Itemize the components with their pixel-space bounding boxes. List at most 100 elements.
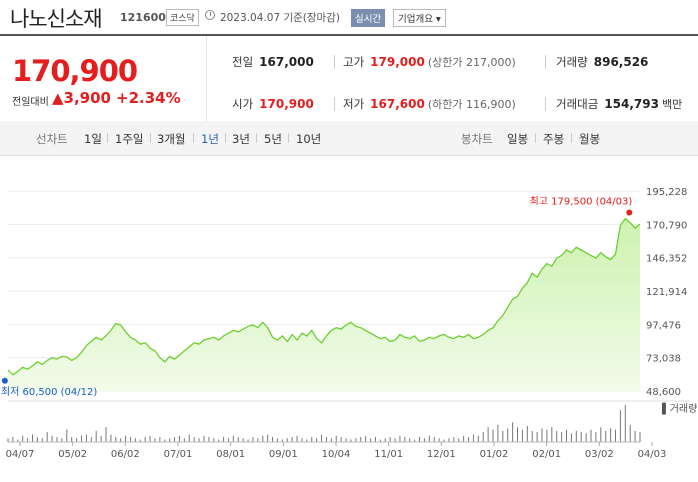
volume-bar — [27, 438, 29, 442]
volume-bar — [41, 438, 43, 442]
divider — [193, 133, 194, 143]
volume-bar — [100, 435, 102, 442]
volume-bar — [183, 438, 185, 442]
realtime-button[interactable]: 실시간 — [351, 9, 386, 27]
stat-low: 저가 167,600 (하한가 116,900) — [343, 96, 516, 112]
volume-bar — [556, 430, 558, 442]
volume-bar — [281, 439, 283, 442]
volume-bar — [36, 437, 38, 442]
volume-bar — [90, 437, 92, 442]
divider — [107, 133, 108, 143]
volume-bar — [110, 434, 112, 442]
stock-header: 나노신소재 121600 코스닥 2023.04.07 기준(장마감) 실시간 … — [0, 0, 698, 34]
period-1w[interactable]: 1주일 — [115, 132, 144, 146]
x-tick-label: 01/02 — [480, 449, 509, 460]
x-tick-label: 11/01 — [374, 449, 403, 460]
volume-bar — [169, 438, 171, 442]
divider — [225, 133, 226, 143]
period-1d[interactable]: 1일 — [84, 132, 102, 146]
volume-bar — [223, 437, 225, 442]
period-10y[interactable]: 10년 — [296, 132, 322, 146]
volume-bar — [203, 435, 205, 442]
volume-bar — [497, 424, 499, 442]
volume-bar — [610, 428, 612, 442]
stat-label: 전일 — [232, 55, 254, 69]
divider — [545, 97, 546, 111]
volume-bar — [423, 438, 425, 442]
volume-bar — [262, 435, 264, 442]
change-label: 전일대비 — [12, 97, 49, 108]
volume-bar — [276, 438, 278, 442]
volume-bar — [590, 429, 592, 442]
volume-bar — [526, 425, 528, 442]
candle-daily[interactable]: 일봉 — [507, 132, 529, 146]
volume-bar — [306, 439, 308, 442]
x-tick-label: 02/01 — [532, 449, 561, 460]
y-tick-label: 97,476 — [646, 320, 681, 331]
period-5y[interactable]: 5년 — [264, 132, 282, 146]
volume-bar — [453, 437, 455, 442]
period-1y[interactable]: 1년 — [201, 132, 219, 146]
volume-bar — [482, 432, 484, 442]
stat-sub: (상한가 217,000) — [427, 56, 516, 69]
y-tick-label: 48,600 — [646, 387, 681, 398]
current-price: 170,900 — [12, 54, 138, 88]
volume-bar — [129, 437, 131, 442]
volume-bar — [394, 438, 396, 442]
volume-bar — [321, 434, 323, 442]
volume-bar — [247, 439, 249, 442]
volume-bar — [335, 435, 337, 442]
volume-bar — [370, 438, 372, 442]
volume-bar — [325, 437, 327, 442]
volume-bar — [580, 432, 582, 442]
volume-bar — [443, 439, 445, 442]
chart-toolbar: 선차트 1일 1주일 3개월 1년 3년 5년 10년 봉차트 일봉 주봉 월봉 — [0, 121, 698, 156]
stat-value: 170,900 — [259, 97, 314, 111]
low-label: 최저 60,500 (04/12) — [1, 386, 97, 398]
price-line — [7, 217, 641, 376]
volume-bar — [428, 435, 430, 442]
period-3m[interactable]: 3개월 — [157, 132, 186, 146]
volume-bar — [159, 437, 161, 442]
volume-bar — [174, 437, 176, 442]
volume-bar — [227, 438, 229, 442]
volume-bar — [468, 437, 470, 442]
volume-bar — [12, 437, 14, 442]
x-tick-label: 05/02 — [58, 449, 87, 460]
x-tick-label: 12/01 — [427, 449, 456, 460]
volume-bar — [218, 439, 220, 442]
clock-icon — [205, 10, 215, 20]
candle-weekly[interactable]: 주봉 — [543, 132, 565, 146]
stat-value: 167,600 — [370, 97, 425, 111]
volume-bar — [120, 438, 122, 442]
price-summary: 170,900 전일대비 ▲3,900 +2.34% 전일 167,000 고가 1… — [0, 34, 698, 123]
volume-bar — [164, 439, 166, 442]
volume-bar — [472, 434, 474, 442]
volume-bar — [566, 429, 568, 442]
stat-sub: (하한가 116,900) — [427, 98, 516, 111]
divider — [545, 55, 546, 69]
volume-bar — [399, 435, 401, 442]
volume-bar — [541, 428, 543, 442]
base-date: 2023.04.07 기준(장마감) — [220, 12, 340, 24]
volume-bar — [139, 439, 141, 442]
volume-bar — [291, 437, 293, 442]
volume-bar — [154, 438, 156, 442]
x-tick-label: 04/07 — [6, 449, 35, 460]
volume-bar — [463, 435, 465, 442]
company-overview-button[interactable]: 기업개요 ▾ — [393, 9, 446, 27]
stat-value: 154,793 — [604, 97, 659, 111]
y-tick-label: 73,038 — [646, 354, 681, 365]
low-marker — [1, 377, 8, 384]
period-3y[interactable]: 3년 — [232, 132, 250, 146]
volume-bar — [492, 429, 494, 442]
market-badge: 코스닥 — [166, 9, 199, 26]
volume-bar — [521, 429, 523, 442]
divider — [334, 55, 335, 69]
candle-monthly[interactable]: 월봉 — [579, 132, 601, 146]
volume-bar — [66, 429, 68, 442]
volume-bar — [639, 432, 641, 442]
volume-bar — [149, 435, 151, 442]
volume-bar — [188, 434, 190, 442]
stat-amount: 거래대금 154,793 백만 — [556, 96, 682, 112]
